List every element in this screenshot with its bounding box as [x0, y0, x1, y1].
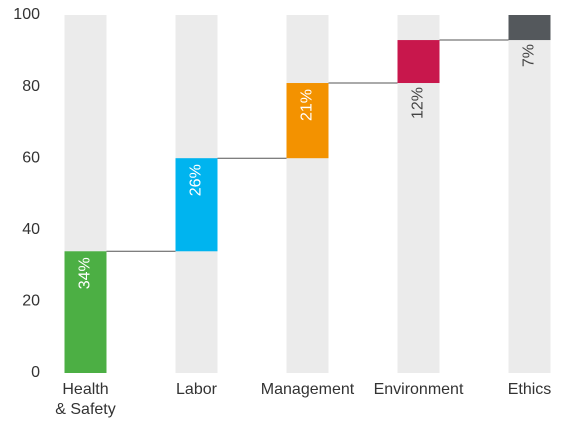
bar: [175, 158, 218, 252]
data-label: 7%: [521, 44, 538, 67]
data-label: 26%: [188, 164, 205, 196]
x-tick-label: Environment: [374, 381, 464, 398]
x-tick-label: Labor: [176, 381, 218, 398]
y-tick-label: 80: [22, 78, 40, 95]
y-tick-label: 100: [13, 6, 40, 23]
x-tick-line: Health: [62, 381, 108, 398]
x-tick-label: Management: [261, 381, 355, 398]
x-tick-label: Ethics: [508, 381, 552, 398]
bar: [508, 15, 551, 41]
bar: [286, 83, 329, 159]
x-tick-label: Health & Safety: [55, 381, 115, 418]
bar: [397, 40, 440, 84]
data-label: 12%: [410, 87, 427, 119]
y-tick-label: 20: [22, 293, 40, 310]
y-tick-label: 40: [22, 221, 40, 238]
bar: [64, 251, 107, 373]
data-label: 34%: [77, 257, 94, 289]
x-tick-line: & Safety: [55, 401, 115, 418]
data-label: 21%: [299, 89, 316, 121]
background-bar: [286, 15, 329, 373]
y-tick-label: 0: [31, 364, 40, 381]
y-tick-label: 60: [22, 149, 40, 166]
background-bar: [508, 15, 551, 373]
